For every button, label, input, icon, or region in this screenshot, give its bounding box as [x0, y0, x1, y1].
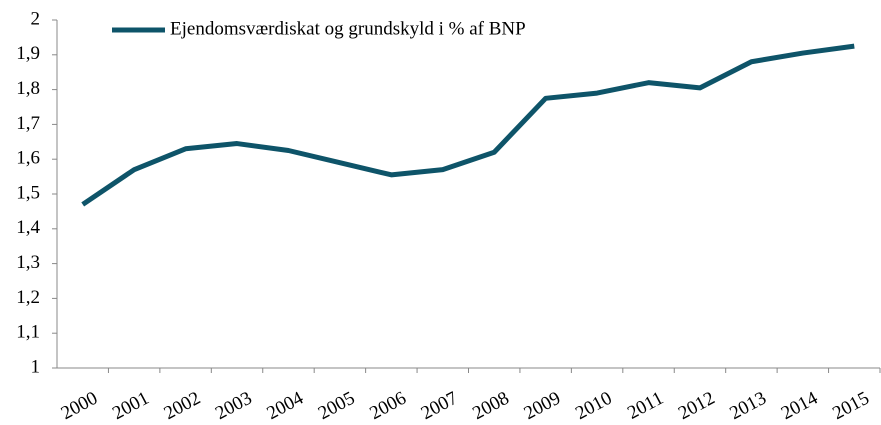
y-tick-label: 1,4 — [16, 217, 40, 238]
x-tick-label: 2002 — [161, 388, 204, 424]
x-tick-label: 2009 — [521, 388, 564, 424]
y-tick-label: 1,3 — [16, 252, 40, 273]
data-line — [81, 43, 855, 207]
x-tick-label: 2010 — [572, 388, 615, 424]
y-tick-label: 1,7 — [16, 113, 40, 134]
x-tick-label: 2007 — [418, 388, 461, 424]
y-tick-label: 2 — [31, 8, 41, 29]
x-tick-label: 2003 — [212, 388, 255, 424]
y-tick-label: 1 — [31, 356, 41, 377]
x-tick-label: 2001 — [109, 388, 152, 424]
x-tick-label: 2008 — [469, 388, 512, 424]
x-tick-label: 2015 — [829, 388, 872, 424]
x-tick-label: 2006 — [366, 388, 409, 424]
x-tick-label: 2005 — [315, 388, 358, 424]
legend-label: Ejendomsværdiskat og grundskyld i % af B… — [170, 18, 526, 39]
y-tick-label: 1,2 — [16, 287, 40, 308]
x-tick-label: 2013 — [726, 388, 769, 424]
y-tick-label: 1,8 — [16, 78, 40, 99]
y-tick-label: 1,1 — [16, 322, 40, 343]
y-tick-label: 1,9 — [16, 43, 40, 64]
y-tick-label: 1,6 — [16, 148, 40, 169]
y-tick-label: 1,5 — [16, 182, 40, 203]
x-tick-label: 2012 — [675, 388, 718, 424]
x-tick-label: 2014 — [778, 387, 822, 424]
x-tick-label: 2000 — [58, 388, 101, 424]
x-tick-label: 2004 — [263, 387, 307, 424]
x-tick-label: 2011 — [624, 388, 667, 424]
